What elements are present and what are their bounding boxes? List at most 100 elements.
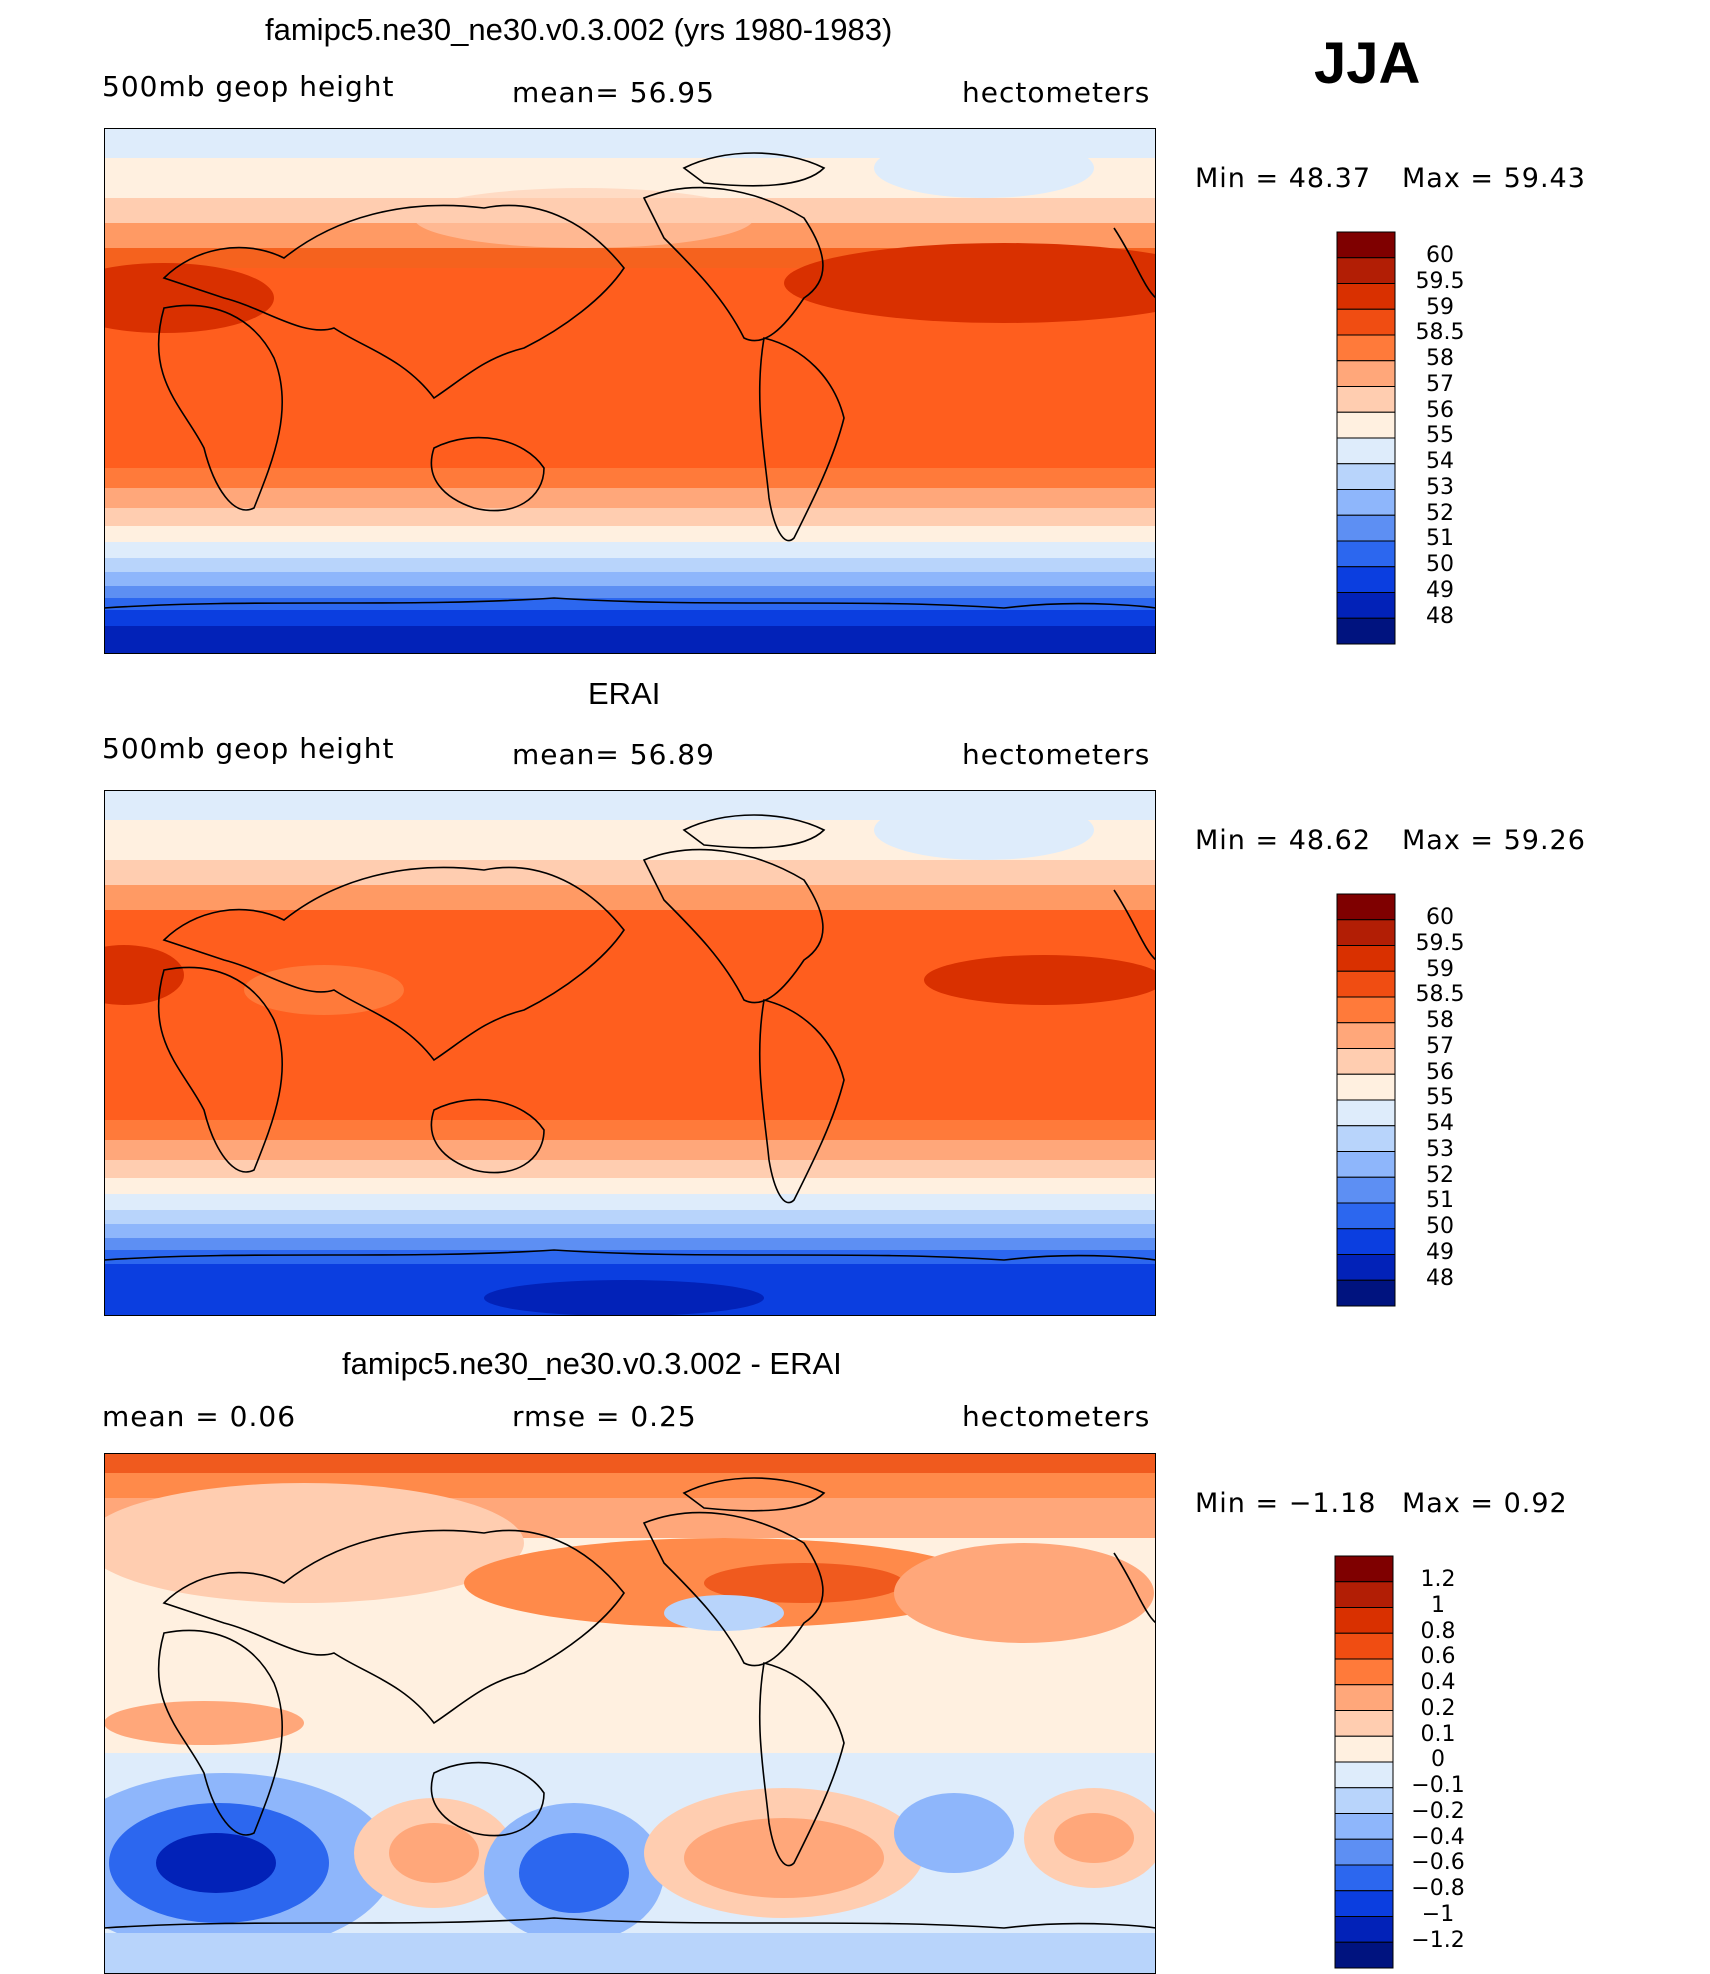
panel2-mean-label: mean= 56.89 xyxy=(512,738,715,771)
colorbar-swatch xyxy=(1336,334,1396,362)
colorbar-swatch xyxy=(1334,1941,1394,1969)
colorbar-tick-label: 0.6 xyxy=(1420,1644,1456,1670)
colorbar-swatch xyxy=(1336,919,1396,946)
colorbar-tick-label: 59 xyxy=(1426,294,1454,320)
colorbar-tick-label: 53 xyxy=(1426,1136,1454,1162)
colorbar-tick-label: 56 xyxy=(1426,397,1454,423)
panel2-max: Max = 59.26 xyxy=(1402,825,1586,856)
panel2-colorbar-labels: 60 59.5 59 58.5 58 57 56 55 54 53 52 51 50 49 48 xyxy=(1400,907,1480,1307)
colorbar-tick-label: −0.1 xyxy=(1411,1773,1465,1798)
panel3-max: Max = 0.92 xyxy=(1402,1488,1568,1519)
colorbar-tick-label: −0.6 xyxy=(1411,1850,1465,1876)
colorbar-swatch xyxy=(1334,1890,1394,1917)
colorbar-swatch xyxy=(1334,1813,1394,1840)
colorbar-swatch xyxy=(1336,1048,1396,1075)
colorbar-swatch xyxy=(1336,945,1396,972)
colorbar-tick-label: 60 xyxy=(1426,243,1454,268)
panel2-min: Min = 48.62 xyxy=(1195,825,1371,856)
colorbar-tick-label: −0.2 xyxy=(1411,1798,1465,1824)
colorbar-tick-label: 52 xyxy=(1426,500,1454,526)
colorbar-swatch xyxy=(1336,463,1396,490)
colorbar-tick-label: 51 xyxy=(1426,526,1454,552)
colorbar-tick-label: 50 xyxy=(1426,1214,1454,1239)
colorbar-swatch xyxy=(1334,1632,1394,1660)
colorbar-swatch xyxy=(1334,1787,1394,1814)
colorbar-tick-label: 0.2 xyxy=(1420,1695,1456,1721)
colorbar-tick-label: 49 xyxy=(1426,577,1454,603)
panel1-units-label: hectometers xyxy=(962,76,1151,109)
panel3-title: famipc5.ne30_ne30.v0.3.002 - ERAI xyxy=(342,1346,842,1381)
colorbar-swatch xyxy=(1336,231,1396,259)
panel1-map xyxy=(104,128,1156,654)
colorbar-tick-label: 57 xyxy=(1426,1033,1454,1059)
colorbar-swatch xyxy=(1336,1228,1396,1255)
panel1-mean-label: mean= 56.95 xyxy=(512,76,715,109)
colorbar-swatch xyxy=(1336,1022,1396,1049)
colorbar-tick-label: 0.4 xyxy=(1420,1670,1456,1695)
colorbar-tick-label: 55 xyxy=(1426,1085,1454,1111)
colorbar-swatch xyxy=(1334,1916,1394,1943)
panel2-colorbar xyxy=(1336,893,1396,1307)
colorbar-swatch xyxy=(1336,514,1396,542)
season-label: JJA xyxy=(1314,31,1421,96)
colorbar-swatch xyxy=(1336,1202,1396,1230)
colorbar-tick-label: −0.8 xyxy=(1411,1876,1465,1901)
colorbar-swatch xyxy=(1336,566,1396,593)
colorbar-swatch xyxy=(1336,540,1396,568)
colorbar-tick-label: 60 xyxy=(1426,905,1454,930)
colorbar-swatch xyxy=(1336,308,1396,336)
panel3-mean-label: mean = 0.06 xyxy=(102,1400,297,1433)
colorbar-swatch xyxy=(1336,592,1396,619)
colorbar-swatch xyxy=(1336,1125,1396,1152)
colorbar-swatch xyxy=(1334,1735,1394,1763)
colorbar-swatch xyxy=(1336,1099,1396,1127)
panel1-min: Min = 48.37 xyxy=(1195,163,1371,194)
colorbar-swatch xyxy=(1334,1607,1394,1634)
panel3-colorbar-labels: 1.2 1 0.8 0.6 0.4 0.2 0.1 0 −0.1 −0.2 −0.4 −0.6 −0.8… xyxy=(1398,1569,1478,1969)
colorbar-swatch xyxy=(1336,411,1396,439)
colorbar-tick-label: 53 xyxy=(1426,474,1454,500)
colorbar-tick-label: 51 xyxy=(1426,1188,1454,1214)
panel2-title: ERAI xyxy=(588,676,661,711)
colorbar-swatch xyxy=(1336,257,1396,284)
colorbar-swatch xyxy=(1334,1838,1394,1866)
panel2-map xyxy=(104,790,1156,1316)
colorbar-tick-label: 49 xyxy=(1426,1239,1454,1265)
colorbar-swatch xyxy=(1336,283,1396,310)
colorbar-swatch xyxy=(1336,1073,1396,1101)
panel1-colorbar-labels: 60 59.5 59 58.5 58 57 56 55 54 53 52 51 50 49 48 xyxy=(1400,245,1480,645)
colorbar-tick-label: 50 xyxy=(1426,552,1454,577)
colorbar-swatch xyxy=(1336,1151,1396,1178)
colorbar-swatch xyxy=(1336,1176,1396,1204)
colorbar-tick-label: 58 xyxy=(1426,346,1454,371)
colorbar-swatch xyxy=(1336,617,1396,645)
panel1-title: famipc5.ne30_ne30.v0.3.002 (yrs 1980-198… xyxy=(265,12,893,47)
colorbar-swatch xyxy=(1336,360,1396,387)
panel1-max: Max = 59.43 xyxy=(1402,163,1586,194)
panel2-units-label: hectometers xyxy=(962,738,1151,771)
colorbar-tick-label: 52 xyxy=(1426,1162,1454,1188)
colorbar-tick-label: 59 xyxy=(1426,956,1454,982)
colorbar-swatch xyxy=(1336,1254,1396,1281)
colorbar-tick-label: 58 xyxy=(1426,1008,1454,1033)
colorbar-tick-label: 54 xyxy=(1426,449,1454,474)
colorbar-tick-label: 59.5 xyxy=(1415,930,1465,956)
panel3-colorbar xyxy=(1334,1555,1394,1969)
colorbar-tick-label: 54 xyxy=(1426,1111,1454,1136)
panel3-map xyxy=(104,1453,1156,1974)
colorbar-swatch xyxy=(1334,1555,1394,1583)
colorbar-tick-label: 1.2 xyxy=(1420,1567,1456,1592)
colorbar-tick-label: −1.2 xyxy=(1411,1927,1465,1953)
colorbar-swatch xyxy=(1336,970,1396,998)
colorbar-swatch xyxy=(1336,489,1396,516)
colorbar-swatch xyxy=(1336,437,1396,465)
colorbar-tick-label: 56 xyxy=(1426,1059,1454,1085)
colorbar-swatch xyxy=(1334,1581,1394,1608)
colorbar-tick-label: 0.8 xyxy=(1420,1618,1456,1644)
colorbar-swatch xyxy=(1336,386,1396,413)
colorbar-swatch xyxy=(1334,1684,1394,1711)
colorbar-tick-label: −1 xyxy=(1421,1901,1455,1927)
colorbar-tick-label: 48 xyxy=(1426,1265,1454,1291)
colorbar-swatch xyxy=(1334,1658,1394,1686)
colorbar-tick-label: 0.1 xyxy=(1420,1721,1456,1747)
